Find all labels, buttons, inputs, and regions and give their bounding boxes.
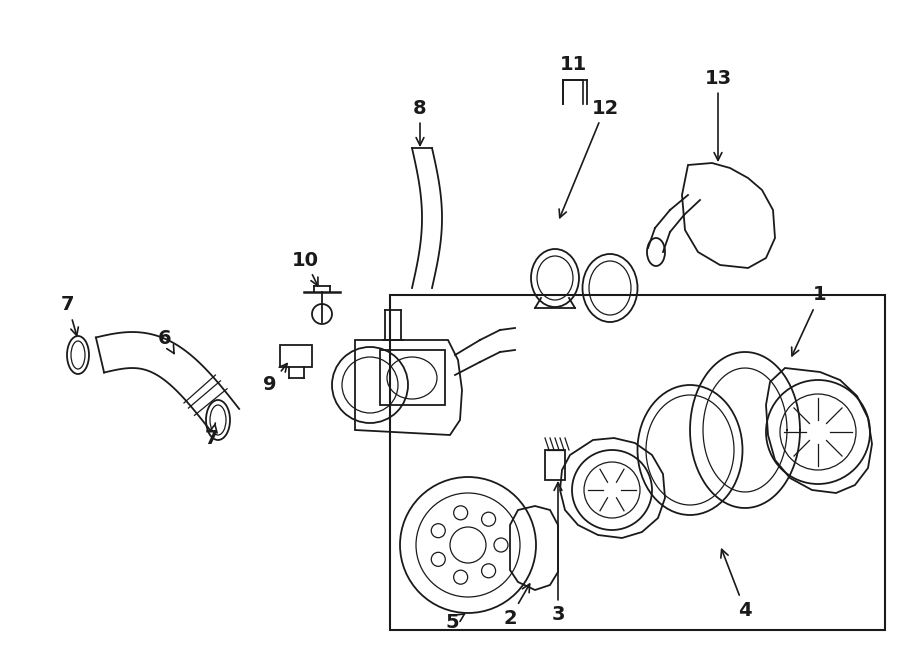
Circle shape xyxy=(482,512,496,526)
Bar xyxy=(380,350,445,405)
Text: 8: 8 xyxy=(413,98,427,145)
Text: 12: 12 xyxy=(559,98,618,217)
Bar xyxy=(545,450,565,480)
Text: 4: 4 xyxy=(721,549,752,619)
Text: 7: 7 xyxy=(61,295,78,336)
Circle shape xyxy=(431,524,446,537)
Text: 5: 5 xyxy=(446,613,464,631)
Text: 3: 3 xyxy=(551,483,565,625)
Circle shape xyxy=(454,570,468,584)
Circle shape xyxy=(431,553,446,566)
Circle shape xyxy=(482,564,496,578)
Circle shape xyxy=(494,538,508,552)
Text: 13: 13 xyxy=(705,69,732,161)
Text: 1: 1 xyxy=(792,286,827,356)
Text: 7: 7 xyxy=(205,423,219,447)
Text: 6: 6 xyxy=(158,329,174,354)
Text: 2: 2 xyxy=(503,584,530,627)
Circle shape xyxy=(454,506,468,520)
Text: 9: 9 xyxy=(263,364,287,395)
Bar xyxy=(390,295,885,630)
Bar xyxy=(280,345,312,367)
Text: 10: 10 xyxy=(292,251,319,286)
Text: 11: 11 xyxy=(560,56,587,75)
